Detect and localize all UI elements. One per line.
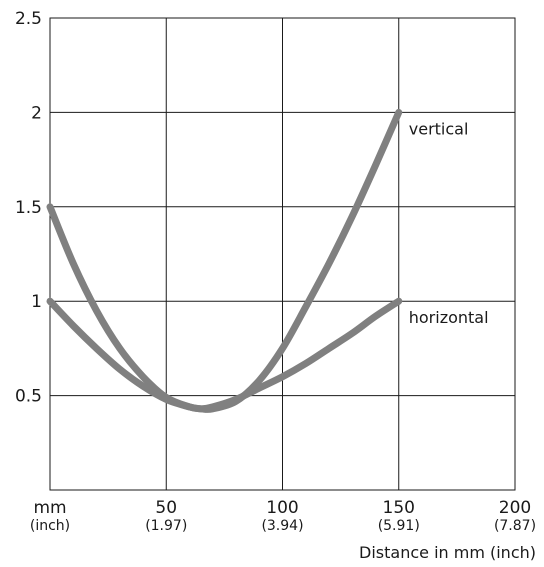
x-unit-label: mm — [33, 498, 66, 518]
x-tick-label: 150 — [383, 498, 415, 518]
x-tick-labels: 50(1.97) 100(3.94) 150(5.91) 200(7.87) — [145, 498, 536, 534]
series-line-horizontal — [46, 297, 403, 413]
y-tick-label: 1.5 — [15, 198, 42, 218]
x-tick-label: 50 — [155, 498, 177, 518]
x-tick-sublabel: (1.97) — [145, 518, 187, 534]
series-lines — [46, 108, 403, 413]
series-label-vertical: vertical — [409, 119, 469, 138]
grid-lines — [49, 17, 516, 491]
x-axis-title: Distance in mm (inch) — [359, 543, 536, 562]
y-tick-label: 2 — [31, 103, 42, 123]
y-tick-label: 0.5 — [15, 387, 42, 407]
series-labels: vertical horizontal — [409, 119, 489, 327]
x-unit-sub-label: (inch) — [30, 518, 70, 534]
series-label-horizontal: horizontal — [409, 308, 489, 327]
y-tick-labels: 0.5 1 1.5 2 2.5 — [15, 9, 42, 407]
x-tick-sublabel: (5.91) — [378, 518, 420, 534]
x-tick-sublabel: (3.94) — [261, 518, 303, 534]
y-tick-label: 2.5 — [15, 9, 42, 29]
x-tick-label: 100 — [266, 498, 298, 518]
series-line-vertical — [46, 108, 403, 413]
x-tick-label: 200 — [499, 498, 531, 518]
x-tick-sublabel: (7.87) — [494, 518, 536, 534]
y-tick-label: 1 — [31, 292, 42, 312]
